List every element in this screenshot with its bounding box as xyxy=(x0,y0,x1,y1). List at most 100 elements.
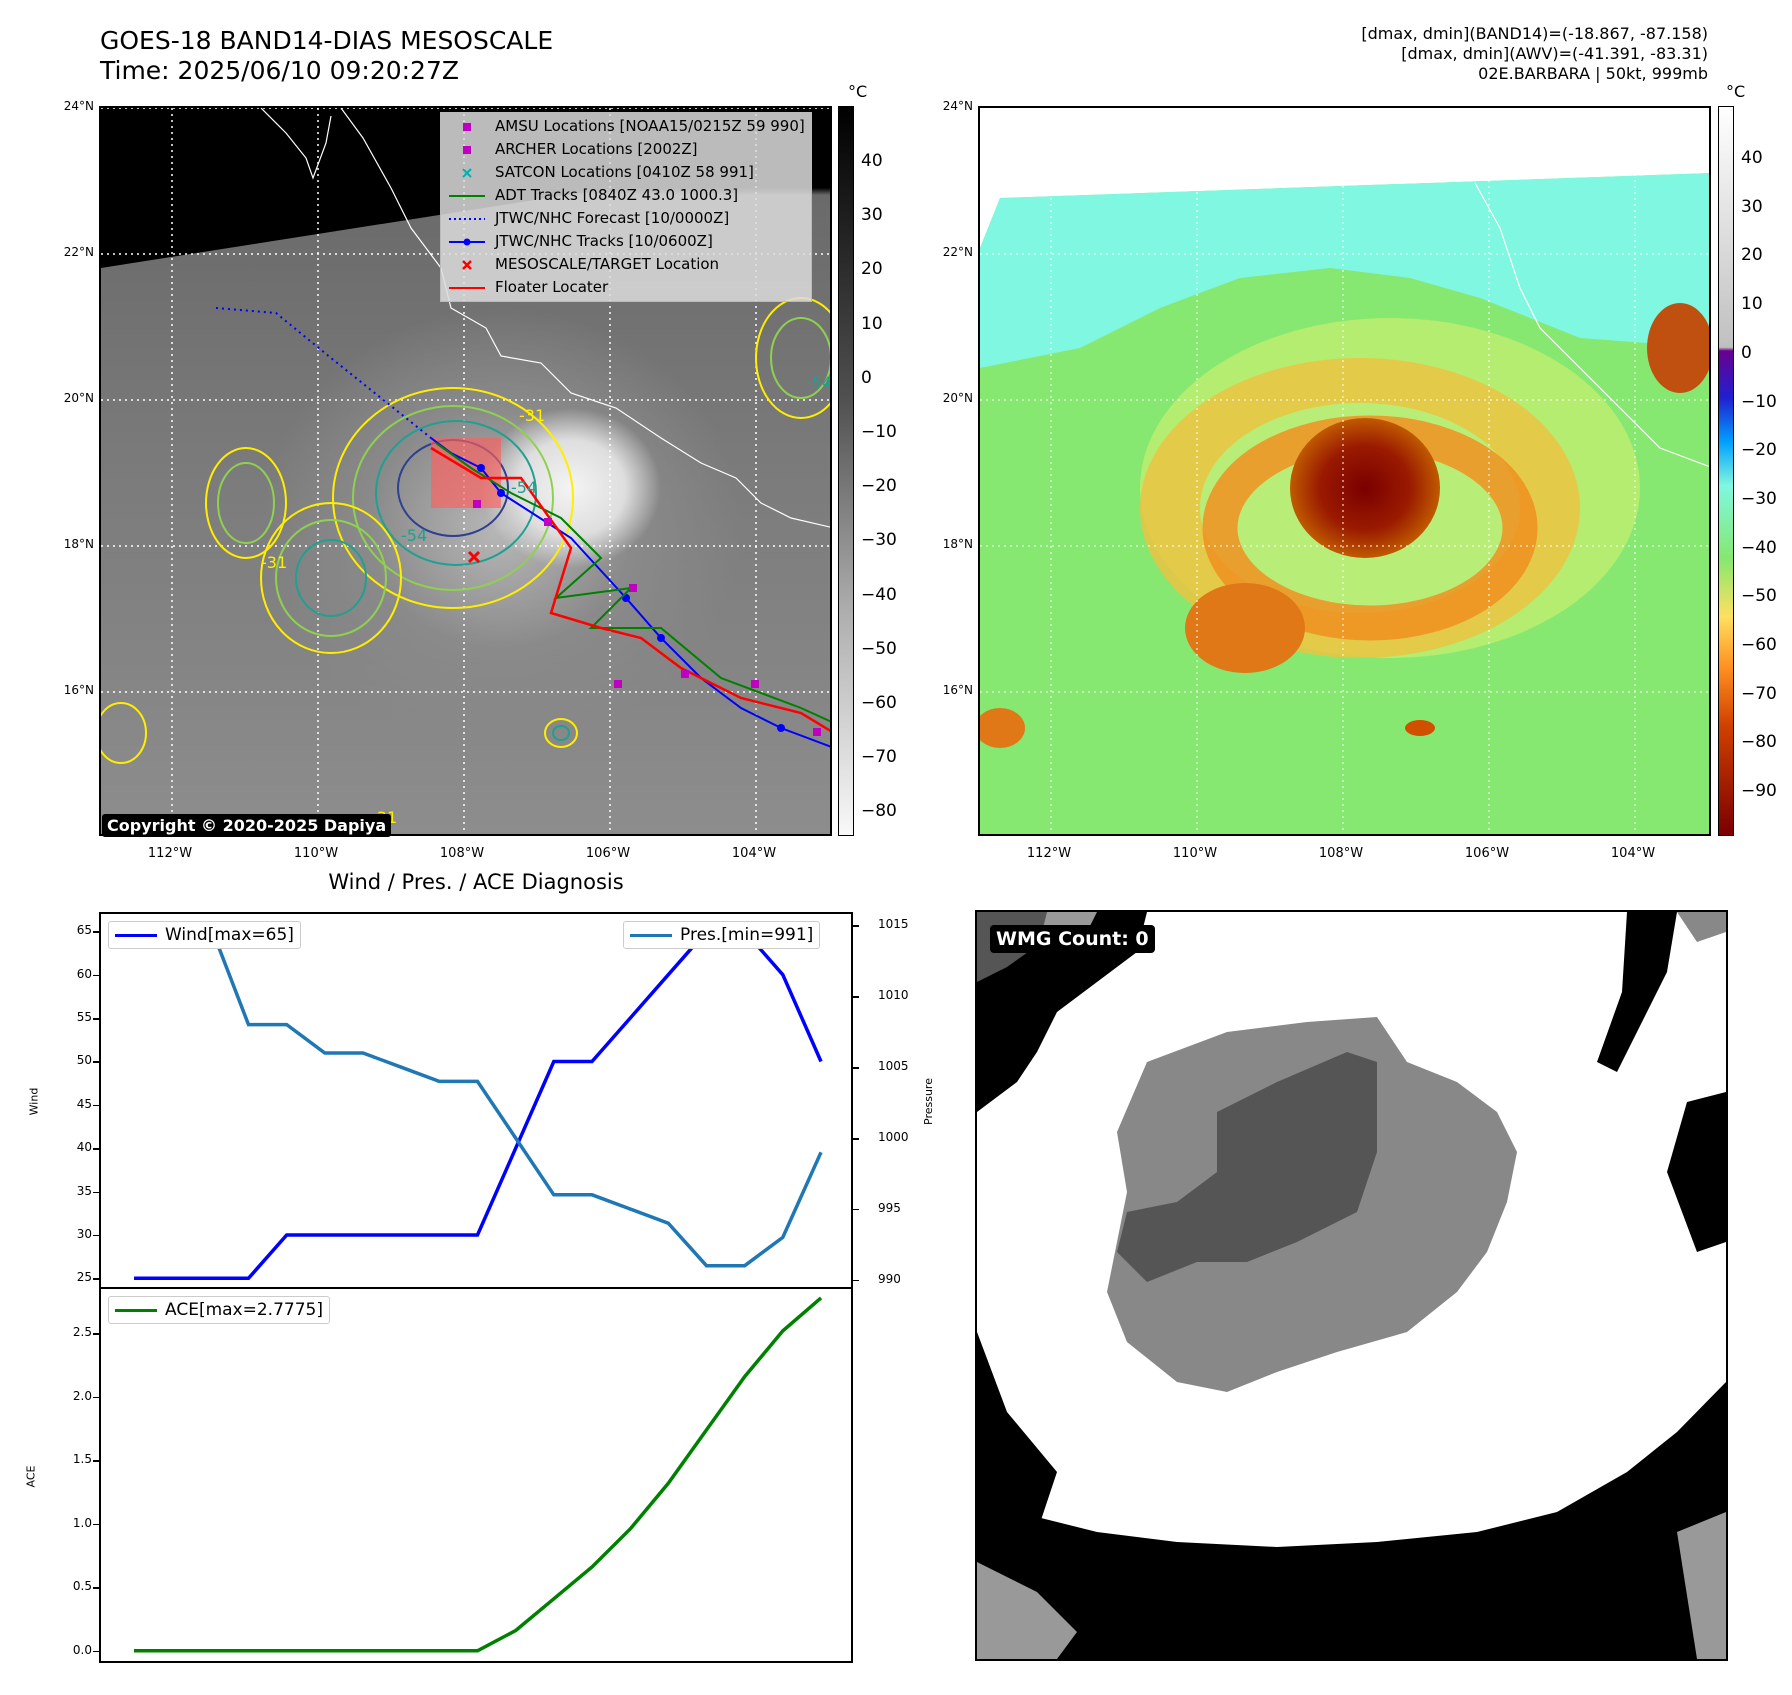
line-marker-swatch-icon xyxy=(447,232,487,252)
line-swatch-icon xyxy=(115,933,157,937)
colorbar-tick-label: −70 xyxy=(861,747,897,768)
y-tick-label: 1.5 xyxy=(72,1452,92,1467)
diagnosis-title: Wind / Pres. / ACE Diagnosis xyxy=(328,870,624,894)
y-tick-mark xyxy=(93,1278,99,1280)
colorbar-tick-label: 40 xyxy=(861,151,883,171)
legend-item-amsu: AMSU Locations [NOAA15/0215Z 59 990] xyxy=(447,115,805,138)
info-line-3: 02E.BARBARA | 50kt, 999mb xyxy=(1478,64,1708,83)
y-tick-mark xyxy=(93,1104,99,1107)
y-tick-label: 65 xyxy=(76,923,92,938)
wmg-count-badge: WMG Count: 0 xyxy=(990,925,1155,953)
copyright-badge: Copyright © 2020-2025 Dapiya xyxy=(102,814,392,837)
y-tick-label: 0.0 xyxy=(72,1642,92,1657)
lat-label: 16°N xyxy=(63,683,94,697)
colorbar-tick-label: −60 xyxy=(861,693,897,713)
colorbar-tick-label: −10 xyxy=(1741,391,1777,412)
colorbar-tick-label: −60 xyxy=(1741,635,1777,655)
colorbar-tick-label: −80 xyxy=(861,801,897,822)
y-tick-mark xyxy=(93,1234,99,1237)
pressure-axis-label: Pressure xyxy=(921,1078,935,1125)
y-tick-label: 1.0 xyxy=(72,1515,92,1530)
y-tick-mark xyxy=(853,1279,859,1282)
lon-label: 106°W xyxy=(585,846,631,861)
colorbar-tick-label: −30 xyxy=(861,530,897,551)
colorbar-tick-label: −80 xyxy=(1741,732,1777,753)
colorbar-tick-label: 10 xyxy=(1741,294,1763,315)
contour-label: -54 xyxy=(401,526,428,545)
ace-legend: ACE[max=2.7775] xyxy=(108,1296,330,1324)
y-tick-mark xyxy=(93,1396,99,1399)
dotted-line-swatch-icon xyxy=(447,209,487,229)
y-tick-mark xyxy=(853,1067,859,1069)
colorbar-tick-label: 0 xyxy=(861,367,872,388)
wmg-panel xyxy=(975,910,1728,1661)
y-tick-label: 995 xyxy=(878,1200,901,1215)
lat-label: 18°N xyxy=(942,537,973,551)
y-tick-mark xyxy=(93,1650,99,1653)
pressure-legend: Pres.[min=991] xyxy=(623,921,821,949)
info-line-2: [dmax, dmin](AWV)=(-41.391, -83.31) xyxy=(1401,44,1708,63)
lat-label: 22°N xyxy=(942,245,973,259)
colorbar-ir xyxy=(838,106,854,836)
lat-label: 24°N xyxy=(63,99,94,113)
wind-line xyxy=(134,929,823,1281)
info-line-1: [dmax, dmin](BAND14)=(-18.867, -87.158) xyxy=(1361,24,1708,43)
y-tick-label: 40 xyxy=(76,1140,92,1155)
lon-label: 112°W xyxy=(147,846,193,861)
y-tick-mark xyxy=(93,1191,99,1194)
y-tick-label: 25 xyxy=(76,1270,92,1285)
figure-info: [dmax, dmin](BAND14)=(-18.867, -87.158) … xyxy=(1361,24,1708,84)
colorbar-tick-label: 30 xyxy=(861,205,883,226)
y-tick-mark xyxy=(93,1061,99,1063)
title-line-2: Time: 2025/06/10 09:20:27Z xyxy=(100,56,459,85)
square-marker-icon xyxy=(447,140,487,160)
legend-item-tracks: JTWC/NHC Tracks [10/0600Z] xyxy=(447,230,805,253)
wind-legend: Wind[max=65] xyxy=(108,921,301,949)
title-line-1: GOES-18 BAND14-DIAS MESOSCALE xyxy=(100,26,554,55)
y-tick-mark xyxy=(853,1138,859,1140)
y-tick-label: 1005 xyxy=(878,1059,909,1074)
lon-label: 110°W xyxy=(1172,846,1218,861)
colorbar-tick-label: −40 xyxy=(861,584,897,605)
contour-label: -31 xyxy=(519,406,546,425)
colorbar-tick-label: −20 xyxy=(861,476,897,497)
legend-item-satcon: SATCON Locations [0410Z 58 991] xyxy=(447,161,805,184)
lon-label: 112°W xyxy=(1026,846,1072,861)
y-tick-label: 1000 xyxy=(878,1130,909,1145)
y-tick-label: 45 xyxy=(76,1096,92,1111)
colorbar-tick-label: −10 xyxy=(861,422,897,442)
x-marker-icon xyxy=(447,255,487,275)
cross-marker-icon xyxy=(447,163,487,183)
y-tick-mark xyxy=(93,931,99,933)
wind-axis-label: Wind xyxy=(27,1087,41,1116)
y-tick-mark xyxy=(853,925,859,927)
lon-label: 108°W xyxy=(439,846,485,861)
legend-item-floater: Floater Locater xyxy=(447,276,805,299)
y-tick-mark xyxy=(93,1018,99,1020)
y-tick-mark xyxy=(93,1587,99,1589)
colorbar-tick-label: −50 xyxy=(1741,586,1777,607)
colorbar-awv xyxy=(1718,106,1734,836)
line-swatch-icon xyxy=(630,933,672,937)
track-legend: AMSU Locations [NOAA15/0215Z 59 990] ARC… xyxy=(440,112,812,302)
y-tick-label: 1015 xyxy=(878,917,909,932)
colorbar-tick-label: −90 xyxy=(1741,781,1777,802)
contour-label: -54 xyxy=(511,478,538,497)
lon-label: 108°W xyxy=(1318,846,1364,861)
lon-label: 104°W xyxy=(1610,846,1656,861)
y-tick-mark xyxy=(93,1333,99,1335)
figure-title: GOES-18 BAND14-DIAS MESOSCALE Time: 2025… xyxy=(100,26,553,86)
lon-label: 106°W xyxy=(1464,846,1510,861)
y-tick-mark xyxy=(93,1148,99,1150)
y-tick-mark xyxy=(853,996,859,998)
y-tick-mark xyxy=(93,1523,99,1526)
y-tick-label: 55 xyxy=(76,1010,92,1025)
legend-item-target: MESOSCALE/TARGET Location xyxy=(447,253,805,276)
contour-label: -31 xyxy=(261,553,288,572)
y-tick-label: 30 xyxy=(76,1226,92,1241)
colorbar-unit: °C xyxy=(848,82,868,101)
y-tick-label: 0.5 xyxy=(72,1579,92,1594)
y-tick-label: 990 xyxy=(878,1271,901,1286)
lat-label: 16°N xyxy=(942,683,973,697)
lat-label: 20°N xyxy=(63,391,94,405)
